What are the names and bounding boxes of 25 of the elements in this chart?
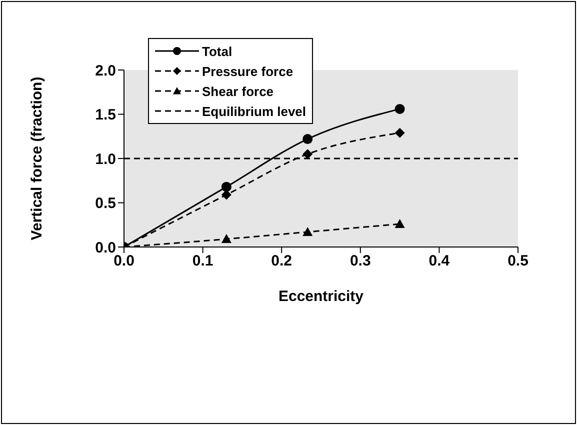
point <box>221 182 232 192</box>
y-tick-label: 2.0 <box>95 62 116 80</box>
y-tick-label: 0.0 <box>95 239 116 256</box>
legend-label: Shear force <box>202 84 274 98</box>
x-axis-title: Eccentricity <box>278 288 364 305</box>
legend-label: Total <box>202 44 232 58</box>
x-tick-label: 0.2 <box>271 252 292 270</box>
point <box>394 128 405 138</box>
y-tick-label: 1.5 <box>95 106 116 124</box>
point <box>221 234 232 244</box>
point <box>394 104 405 114</box>
y-tick-label: 0.5 <box>95 195 116 212</box>
x-tick-label: 0.1 <box>192 252 214 270</box>
point <box>302 134 313 144</box>
x-tick-label: 0.5 <box>508 252 528 270</box>
x-tick-label: 0.3 <box>350 252 371 270</box>
point <box>394 218 405 228</box>
point <box>302 226 313 236</box>
point <box>302 149 313 160</box>
y-tick-label: 1.0 <box>95 150 116 168</box>
legend-label: Pressure force <box>202 64 294 78</box>
x-tick-label: 0.0 <box>114 252 134 270</box>
legend-label: Equilibrium level <box>202 104 306 118</box>
x-tick-label: 0.4 <box>428 252 450 270</box>
y-axis-title: Vertical force (fraction) <box>28 76 46 240</box>
